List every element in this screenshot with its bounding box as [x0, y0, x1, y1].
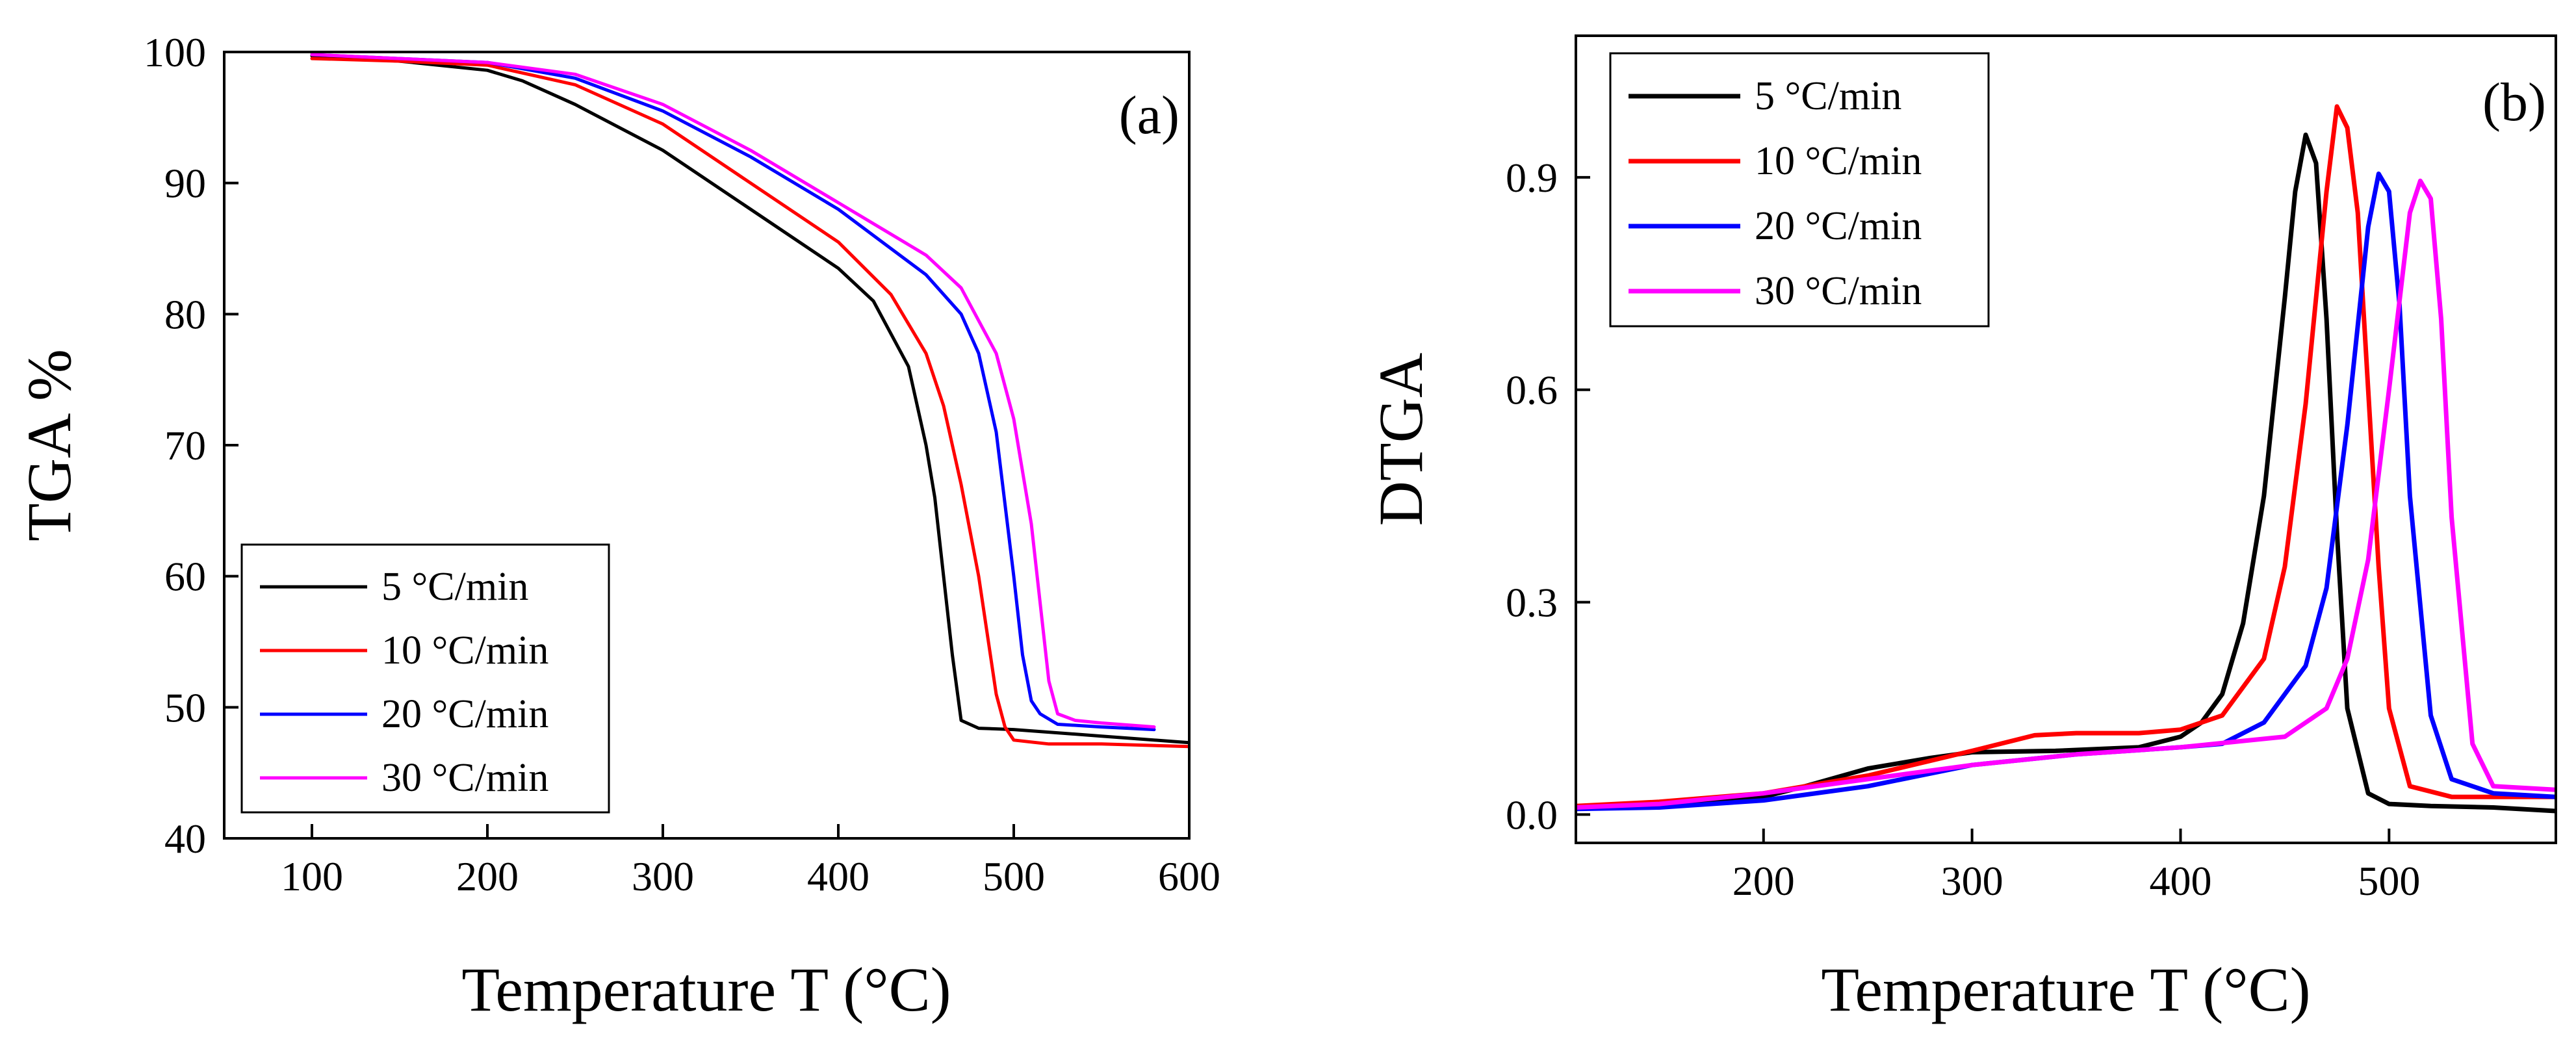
panel-b-legend-label-2: 10 °C/min: [1755, 139, 1922, 183]
panel-a-ticks: 100 200 300 400 500 600 40 50 60 70 80 90 100: [144, 29, 1220, 899]
panel-b-x-axis-title: Temperature T (°C): [1821, 955, 2310, 1024]
panel-a-legend-label-2: 10 °C/min: [381, 628, 548, 673]
panel-b-x-tick-label: 300: [1941, 858, 2003, 904]
panel-b-y-axis-title: DTGA: [1366, 353, 1436, 526]
panel-a-tga-chart: 100 200 300 400 500 600 40 50 60 70 80 90 100 (a) Te…: [14, 29, 1220, 1024]
panel-b-x-tick-label: 400: [2149, 858, 2211, 904]
panel-a-series: [310, 53, 1189, 749]
panel-a-legend: 5 °C/min 10 °C/min 20 °C/min 30 °C/min: [240, 543, 610, 814]
panel-b-legend-box: [1609, 52, 1990, 328]
panel-a-y-tick-label: 100: [144, 29, 206, 75]
panel-b-dtga-chart: 200 300 400 500 0.0 0.3 0.6 0.9 (b) Temperature…: [1366, 34, 2557, 1024]
panel-b-y-tick-label: 0.0: [1506, 792, 1558, 838]
panel-b-series-line-4: [1576, 178, 2556, 810]
panel-b-legend-label-3: 20 °C/min: [1755, 204, 1922, 248]
panel-b-label: (b): [2482, 72, 2546, 133]
panel-b-series-line-2: [1576, 104, 2556, 808]
panel-a-legend-label-1: 5 °C/min: [381, 565, 528, 609]
panel-b-series: [1576, 104, 2556, 814]
panel-b-legend-label-1: 5 °C/min: [1755, 74, 1901, 118]
panel-a-x-tick-label: 600: [1158, 853, 1220, 899]
panel-a-label: (a): [1119, 85, 1179, 146]
panel-a-series-line-2: [310, 57, 1189, 749]
panel-a-x-tick-label: 200: [456, 853, 519, 899]
panel-a-series-line-4: [310, 53, 1156, 729]
panel-b-series-line-3: [1576, 171, 2556, 812]
panel-a-y-tick-label: 80: [164, 291, 206, 337]
panel-b-series-line-1: [1576, 133, 2556, 814]
panel-a-legend-box: [240, 543, 610, 814]
panel-b-y-tick-label: 0.6: [1506, 367, 1558, 413]
panel-a-legend-label-4: 30 °C/min: [381, 756, 548, 800]
panel-b-y-tick-label: 0.9: [1506, 155, 1558, 201]
panel-b-x-tick-label: 200: [1732, 858, 1795, 904]
panel-a-x-tick-label: 500: [983, 853, 1045, 899]
panel-b-x-tick-label: 500: [2358, 858, 2420, 904]
panel-b-legend: 5 °C/min 10 °C/min 20 °C/min 30 °C/min: [1609, 52, 1990, 328]
panel-a-x-axis-title: Temperature T (°C): [461, 955, 951, 1024]
panel-a-legend-label-3: 20 °C/min: [381, 692, 548, 736]
panel-a-x-tick-label: 400: [807, 853, 869, 899]
panel-a-y-axis-title: TGA %: [14, 349, 84, 541]
panel-a-series-line-1: [310, 54, 1189, 745]
panel-a-x-tick-label: 100: [281, 853, 343, 899]
panel-a-y-tick-label: 40: [164, 816, 206, 862]
panel-b-ticks: 200 300 400 500 0.0 0.3 0.6 0.9: [1506, 155, 2420, 904]
panel-b-plot-frame: [1575, 34, 2557, 844]
panel-b-legend-label-4: 30 °C/min: [1755, 269, 1922, 313]
panel-a-y-tick-label: 60: [164, 554, 206, 600]
panel-a-x-tick-label: 300: [632, 853, 694, 899]
panel-a-y-tick-label: 70: [164, 422, 206, 469]
panel-a-y-tick-label: 50: [164, 684, 206, 730]
panel-a-y-tick-label: 90: [164, 161, 206, 207]
panel-a-series-line-3: [310, 53, 1156, 732]
panel-b-y-tick-label: 0.3: [1506, 580, 1558, 626]
